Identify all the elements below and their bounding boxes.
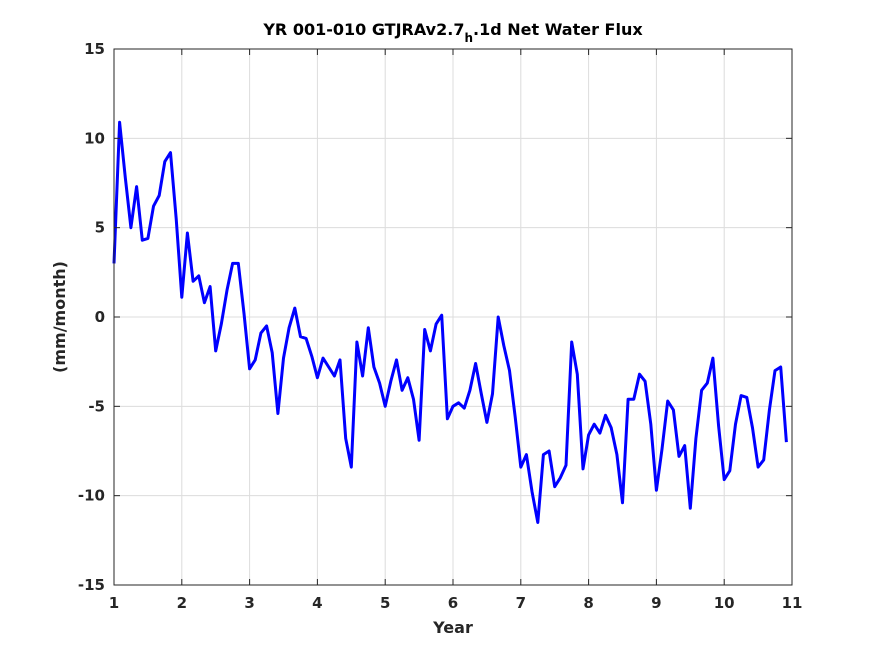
- tick-labels: 1 2 3 4 5 6 7 8 9 10 11 -15 -10 -5 0 5 10 15: [78, 40, 803, 612]
- x-tick-label: 11: [782, 594, 803, 612]
- x-tick-label: 9: [651, 594, 661, 612]
- x-tick-label: 1: [109, 594, 119, 612]
- x-tick-label: 10: [714, 594, 735, 612]
- x-tick-label: 3: [244, 594, 254, 612]
- x-tick-label: 7: [516, 594, 526, 612]
- x-tick-label: 2: [177, 594, 187, 612]
- ticks: [113, 48, 793, 586]
- series-line: [112, 120, 788, 524]
- x-tick-label: 8: [583, 594, 593, 612]
- y-tick-label: 5: [95, 219, 105, 237]
- y-tick-label: -15: [78, 576, 105, 594]
- chart-title: YR 001-010 GTJRAv2.7h.1d Net Water Flux: [262, 20, 643, 45]
- x-tick-label: 4: [312, 594, 322, 612]
- y-tick-label: 15: [84, 40, 105, 58]
- x-tick-label: 6: [448, 594, 458, 612]
- y-tick-label: -10: [78, 487, 105, 505]
- y-tick-label: 10: [84, 129, 105, 147]
- y-axis-title: (mm/month): [50, 261, 69, 373]
- y-tick-label: -5: [88, 397, 105, 415]
- x-axis-title: Year: [432, 618, 473, 637]
- y-tick-label: 0: [95, 308, 105, 326]
- x-tick-label: 5: [380, 594, 390, 612]
